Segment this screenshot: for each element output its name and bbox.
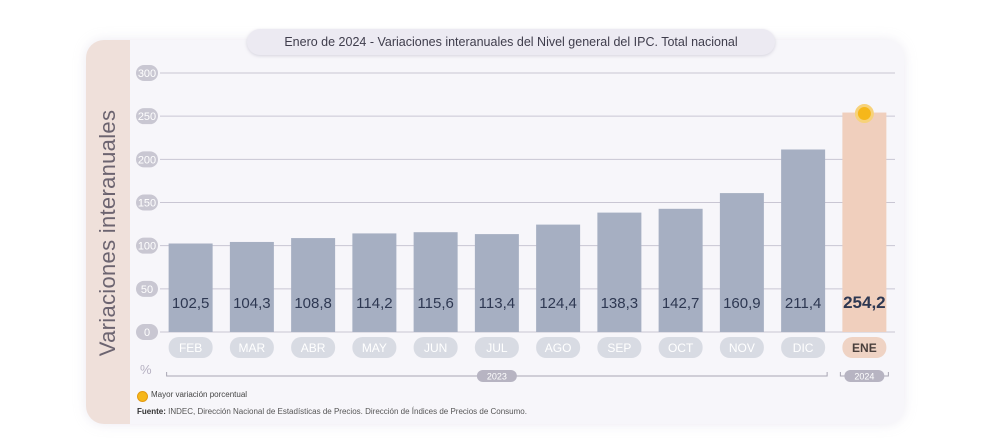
legend-label: Mayor variación porcentual bbox=[151, 390, 248, 399]
category-pill bbox=[842, 337, 887, 358]
category-label: ENE bbox=[852, 341, 877, 355]
bar bbox=[291, 238, 336, 332]
title-pill bbox=[247, 29, 775, 55]
bar-value-label: 108,8 bbox=[294, 295, 332, 312]
bar-value-label: 124,4 bbox=[539, 295, 577, 312]
source-note: Fuente: INDEC, Dirección Nacional de Est… bbox=[137, 407, 527, 416]
bar bbox=[719, 193, 764, 332]
bar bbox=[658, 208, 703, 332]
category-pill bbox=[474, 337, 519, 358]
bar-value-label: 254,2 bbox=[843, 293, 886, 312]
category-pill bbox=[352, 337, 397, 358]
bar-value-label: 115,6 bbox=[417, 295, 453, 312]
category-pill bbox=[229, 337, 274, 358]
y-tick-label: 100 bbox=[138, 241, 156, 253]
category-label: DIC bbox=[793, 341, 814, 355]
bar bbox=[536, 224, 581, 332]
bar-value-label: 142,7 bbox=[662, 295, 700, 312]
category-pill bbox=[658, 337, 703, 358]
category-pill bbox=[413, 337, 458, 358]
chart-title: Enero de 2024 - Variaciones interanuales… bbox=[284, 35, 738, 49]
year-label: 2024 bbox=[854, 372, 874, 382]
chart-card bbox=[86, 40, 904, 424]
bar-value-label: 102,5 bbox=[172, 295, 210, 312]
category-label: ABR bbox=[301, 341, 326, 355]
category-label: SEP bbox=[607, 341, 631, 355]
year-label: 2023 bbox=[487, 372, 507, 382]
category-pill bbox=[291, 337, 336, 358]
bar-value-label: 113,4 bbox=[479, 295, 515, 312]
bar bbox=[597, 212, 642, 332]
highlight-marker-icon bbox=[854, 104, 874, 124]
year-pill bbox=[476, 370, 517, 382]
category-label: OCT bbox=[668, 341, 694, 355]
category-pill bbox=[719, 337, 764, 358]
y-axis-label-band bbox=[86, 40, 130, 424]
y-tick-pill bbox=[136, 237, 158, 254]
bar-value-label: 138,3 bbox=[601, 295, 639, 312]
y-tick-pill bbox=[136, 151, 158, 168]
category-label: JUL bbox=[486, 341, 508, 355]
bar-value-label: 114,2 bbox=[356, 295, 392, 312]
bar bbox=[781, 149, 826, 332]
category-label: NOV bbox=[729, 341, 755, 355]
bar bbox=[352, 233, 397, 332]
legend-marker-icon bbox=[137, 391, 148, 402]
year-pill bbox=[844, 370, 885, 382]
category-pill bbox=[168, 337, 213, 358]
y-tick-pill bbox=[136, 108, 158, 125]
bar bbox=[229, 241, 274, 332]
y-tick-label: 250 bbox=[138, 111, 156, 123]
bar-value-label: 160,9 bbox=[723, 295, 761, 312]
bar bbox=[168, 243, 213, 332]
y-tick-label: 150 bbox=[138, 198, 156, 210]
y-tick-label: 200 bbox=[138, 154, 156, 166]
bar bbox=[474, 234, 519, 332]
category-pill bbox=[536, 337, 581, 358]
category-label: AGO bbox=[545, 341, 572, 355]
category-label: FEB bbox=[179, 341, 202, 355]
category-label: MAY bbox=[362, 341, 387, 355]
y-tick-label: 50 bbox=[141, 284, 153, 296]
y-tick-pill bbox=[136, 194, 158, 211]
category-label: JUN bbox=[424, 341, 447, 355]
y-tick-label: 300 bbox=[138, 68, 156, 80]
y-tick-label: 0 bbox=[144, 327, 150, 339]
highlight-bar bbox=[842, 112, 887, 332]
category-pill bbox=[597, 337, 642, 358]
y-tick-pill bbox=[136, 65, 158, 81]
source-text: INDEC, Dirección Nacional de Estadística… bbox=[168, 407, 527, 416]
bar bbox=[413, 232, 458, 332]
bar-value-label: 211,4 bbox=[785, 295, 821, 312]
category-label: MAR bbox=[239, 341, 266, 355]
category-pill bbox=[781, 337, 826, 358]
source-label: Fuente: bbox=[137, 407, 166, 416]
y-tick-pill bbox=[136, 280, 158, 297]
y-tick-pill bbox=[136, 324, 158, 340]
unit-symbol: % bbox=[140, 362, 152, 377]
bar-value-label: 104,3 bbox=[233, 295, 271, 312]
